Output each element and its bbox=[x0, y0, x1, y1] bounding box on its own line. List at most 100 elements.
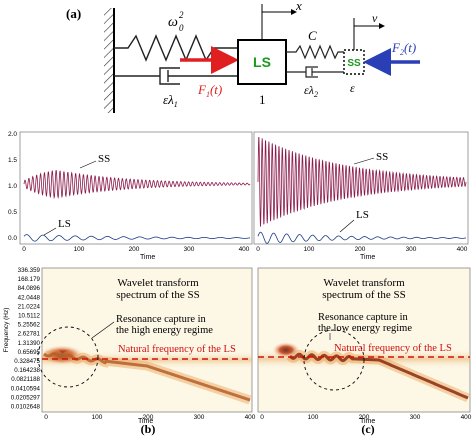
wl-y-tick-label: 10.5112 bbox=[18, 313, 40, 320]
wl-right-x-tick-label: 200 bbox=[359, 414, 370, 421]
wl-y-tick-label: 84.0896 bbox=[18, 285, 41, 292]
x-label: x bbox=[295, 0, 302, 13]
ts-right-ls-pointer bbox=[339, 219, 355, 233]
ts-y-tick-label: 1.5 bbox=[8, 157, 17, 164]
wl-left-capture-circle bbox=[37, 326, 99, 388]
wavelet-left: Wavelet transform spectrum of the SS Res… bbox=[3, 267, 256, 425]
wl-y-tick-label: 336.359 bbox=[18, 267, 41, 274]
ts-left-xlabel: Time bbox=[140, 254, 155, 261]
ts-y-tick-label: 0.0 bbox=[8, 235, 17, 242]
omega-sub: 0 bbox=[179, 23, 184, 33]
wl-right-x-tick-label: 0 bbox=[260, 414, 264, 421]
ts-left-frame bbox=[19, 131, 253, 245]
wl-left-capture-pointer bbox=[91, 321, 115, 339]
ts-left-x-tick-label: 100 bbox=[74, 246, 85, 253]
panel-label-c: (c) bbox=[361, 422, 374, 436]
ts-y-tick-label: 0.5 bbox=[8, 209, 17, 216]
ts-left-ls-signal bbox=[23, 234, 251, 242]
ts-right-xlabel: Time bbox=[360, 254, 375, 261]
damper-1 bbox=[114, 67, 238, 85]
spring-c bbox=[286, 44, 344, 60]
wl-y-tick-label: 0.0102648 bbox=[11, 404, 41, 411]
wl-y-tick-label: 0.0821188 bbox=[11, 376, 40, 383]
wl-y-tick-label: 168.179 bbox=[18, 276, 41, 283]
time-series-right: SS LS 0 100 200 300 400 Time bbox=[253, 131, 469, 261]
wl-y-ticks: 336.359 168.179 84.0896 42.0448 21.0224 10.51… bbox=[11, 267, 41, 411]
ts-left-ss-pointer bbox=[79, 160, 97, 169]
wl-left-x-tick-label: 0 bbox=[44, 414, 48, 421]
wl-left-x-tick-label: 300 bbox=[194, 414, 205, 421]
f1-label: F1(t) bbox=[197, 82, 222, 99]
v-label: v bbox=[372, 11, 378, 25]
wall-hatch bbox=[104, 8, 114, 113]
ts-right-ss-pointer bbox=[353, 157, 375, 165]
ts-right-ss-signal bbox=[257, 136, 467, 227]
schematic: (a) ω 2 0 ελ1 F1(t) LS 1 x C bbox=[66, 0, 420, 113]
wl-left-bg-band bbox=[42, 352, 252, 368]
wl-right-frame bbox=[257, 267, 471, 413]
f2-label: F2(t) bbox=[391, 40, 416, 57]
wl-left-x-tick-label: 400 bbox=[245, 414, 256, 421]
wl-y-tick-label: 2.62781 bbox=[18, 331, 41, 338]
wl-left-frame bbox=[41, 267, 253, 413]
ts-left-ss-signal bbox=[23, 169, 251, 199]
wl-y-tick-label: 0.164238 bbox=[14, 367, 40, 374]
ts-left-x-tick-label: 400 bbox=[239, 246, 250, 253]
wl-left-x-ticks: 0 100 200 300 400 bbox=[44, 414, 256, 421]
wl-y-tick-label: 0.0410594 bbox=[11, 385, 41, 392]
wl-right-x-ticks: 0 100 200 300 400 bbox=[260, 414, 472, 421]
ss-mass-value: ε bbox=[350, 81, 355, 95]
ts-right-ls-label: LS bbox=[356, 209, 369, 221]
wl-y-tick-label: 0.65695 bbox=[18, 349, 41, 356]
wl-right-title-1: Wavelet transform bbox=[323, 277, 405, 289]
wl-y-tick-label: 0.0205297 bbox=[11, 394, 41, 401]
wl-left-title-1: Wavelet transform bbox=[117, 277, 199, 289]
wl-left-title-2: spectrum of the SS bbox=[116, 289, 199, 301]
ts-left-ls-pointer bbox=[43, 227, 57, 236]
ts-right-x-tick-label: 300 bbox=[406, 246, 417, 253]
ts-left-y-ticks: 2.0 1.5 1.0 0.5 0.0 bbox=[8, 131, 17, 242]
ts-left-x-tick-label: 0 bbox=[22, 246, 26, 253]
wl-right-x-tick-label: 400 bbox=[461, 414, 472, 421]
wl-right-ridge bbox=[288, 352, 469, 400]
ts-left-x-tick-label: 300 bbox=[184, 246, 195, 253]
panel-label-a: (a) bbox=[66, 6, 81, 21]
wl-right-capture-text-2: the low energy regime bbox=[318, 323, 412, 334]
wl-ylabel: Frequency (Hz) bbox=[3, 308, 10, 353]
omega-sup: 2 bbox=[179, 10, 184, 20]
wl-left-ridge-glow bbox=[41, 349, 252, 405]
wavelet-right: Wavelet transform spectrum of the SS Res… bbox=[257, 267, 472, 425]
ts-left-ss-label: SS bbox=[98, 153, 110, 165]
wl-right-capture-circle bbox=[303, 329, 365, 391]
ls-mass-value: 1 bbox=[259, 92, 266, 107]
wl-left-x-tick-label: 200 bbox=[143, 414, 154, 421]
wl-y-tick-label: 42.0448 bbox=[18, 294, 41, 301]
wl-right-title-2: spectrum of the SS bbox=[322, 289, 405, 301]
panel-label-b: (b) bbox=[141, 422, 156, 436]
wl-left-capture-text-1: Resonance capture in bbox=[116, 314, 207, 325]
wl-y-tick-label: 21.0224 bbox=[18, 303, 41, 310]
ts-left-x-tick-label: 200 bbox=[129, 246, 140, 253]
wl-left-ridge bbox=[43, 352, 251, 402]
wl-y-tick-label: 1.31390 bbox=[18, 340, 41, 347]
wl-left-natural-freq-label: Natural frequency of the LS bbox=[118, 344, 236, 355]
wl-right-xlabel: Time bbox=[360, 418, 375, 425]
wl-right-early-blob bbox=[272, 342, 300, 358]
ss-mass-label: SS bbox=[347, 58, 361, 69]
spring-omega bbox=[114, 34, 238, 62]
wl-right-natural-freq-label: Natural frequency of the LS bbox=[334, 343, 452, 354]
wl-y-tick-label: 0.328475 bbox=[14, 358, 40, 365]
ts-right-ls-signal bbox=[257, 231, 467, 244]
ts-y-tick-label: 2.0 bbox=[8, 131, 17, 138]
wl-y-tick-label: 5.25562 bbox=[18, 322, 41, 329]
omega-label: ω bbox=[168, 15, 178, 30]
ts-left-x-ticks: 0 100 200 300 400 bbox=[22, 246, 250, 253]
ts-right-x-tick-label: 200 bbox=[355, 246, 366, 253]
damper1-label: ελ1 bbox=[163, 92, 178, 109]
ts-y-tick-label: 1.0 bbox=[8, 183, 17, 190]
wl-left-xlabel: Time bbox=[138, 418, 153, 425]
ts-right-x-tick-label: 0 bbox=[256, 246, 260, 253]
ts-left-ls-label: LS bbox=[58, 218, 71, 230]
wl-right-capture-text-1: Resonance capture in bbox=[318, 312, 409, 323]
